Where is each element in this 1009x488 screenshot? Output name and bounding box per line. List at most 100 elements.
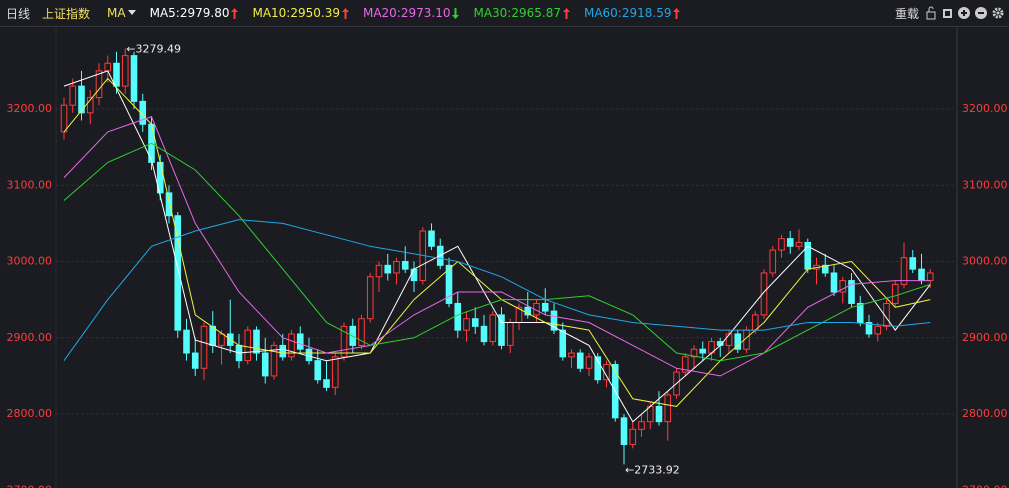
candle-body: [279, 344, 287, 358]
y-tick-label-right: 3000.00: [962, 255, 1008, 268]
candle-body: [113, 62, 120, 87]
y-tick-label: 3000.00: [7, 255, 53, 268]
period[interactable]: 日线: [6, 6, 31, 21]
candle-body: [253, 329, 260, 354]
candle-body: [900, 257, 908, 285]
candle-body: [288, 333, 295, 358]
symbol[interactable]: 上证指数: [42, 6, 91, 21]
candle-body: [821, 264, 829, 274]
candle-body: [471, 318, 479, 327]
candle-body: [366, 276, 374, 320]
candle-body: [874, 325, 882, 335]
candle-body: [699, 348, 707, 354]
candle-body: [130, 55, 138, 102]
candle-body: [121, 55, 129, 87]
y-tick-label: 2700.00: [7, 483, 53, 488]
candle-body: [856, 302, 864, 324]
min-annotation: ←2733.92: [625, 463, 680, 476]
ma-line: [63, 115, 931, 377]
candle-body: [655, 405, 663, 423]
candle-body: [489, 314, 497, 343]
candle-body: [480, 325, 488, 343]
candle-body: [78, 85, 85, 114]
candle-body: [86, 97, 94, 114]
candle-body: [830, 272, 838, 293]
candle-body: [681, 356, 689, 373]
candle-body: [358, 318, 365, 346]
candle-body: [690, 348, 698, 358]
trend-icon: [341, 7, 349, 19]
candle-body: [191, 352, 199, 369]
y-tick-label: 3100.00: [7, 178, 53, 191]
candle-body: [725, 333, 733, 346]
candle-body: [769, 249, 777, 274]
candle-body: [393, 261, 400, 274]
candle-body: [296, 333, 304, 350]
candle-body: [585, 356, 593, 369]
candle-body: [909, 257, 917, 270]
candle-body: [734, 333, 742, 350]
legend-label: MA60:2918.59: [583, 6, 672, 20]
candle-body: [918, 268, 925, 282]
ma-line: [63, 219, 931, 361]
candle-body: [786, 238, 794, 247]
candle-body: [550, 310, 558, 331]
toolbar: 日线 上证指数 MA MA5:2979.80 MA10:2950.39 MA20:2…: [0, 0, 1009, 27]
candle-body: [778, 238, 785, 251]
candle-body: [848, 280, 855, 304]
y-tick-label: 2900.00: [7, 331, 53, 344]
candle-body: [174, 215, 182, 331]
indicator[interactable]: MA: [107, 6, 136, 20]
candle-body: [524, 306, 532, 316]
legend: MA5:2979.80 MA10:2950.39 MA20:2973.10 MA30:…: [150, 6, 695, 20]
y-tick-label: 3200.00: [7, 102, 53, 115]
legend-item: MA10:2950.39: [252, 6, 349, 20]
candle-body: [165, 192, 173, 217]
legend-item: MA60:2918.59: [584, 6, 681, 20]
legend-item: MA30:2965.87: [473, 6, 570, 20]
candle-body: [594, 356, 602, 381]
legend-item: MA5:2979.80: [150, 6, 239, 20]
candle-body: [314, 360, 322, 381]
trend-icon: [452, 7, 460, 19]
candle-body: [568, 352, 575, 358]
legend-item: MA20:2973.10: [363, 6, 460, 20]
legend-label: MA10:2950.39: [252, 6, 340, 20]
indicator-label: MA: [107, 6, 126, 20]
candle-body: [401, 261, 409, 270]
candle-body: [270, 344, 278, 377]
y-tick-label-right: 3100.00: [962, 178, 1008, 191]
y-tick-label-right: 3200.00: [962, 102, 1008, 115]
candle-body: [218, 333, 225, 346]
trend-icon: [231, 7, 239, 19]
max-annotation: ←3279.49: [126, 42, 181, 55]
candle-body: [323, 379, 330, 388]
candle-body: [603, 363, 610, 381]
candle-body: [506, 322, 514, 346]
y-tick-label-right: 2900.00: [962, 331, 1008, 344]
legend-label: MA20:2973.10: [362, 6, 451, 20]
candle-body: [60, 104, 68, 133]
candle-body: [200, 325, 208, 369]
reload[interactable]: 重载: [894, 6, 919, 21]
candle-body: [865, 322, 873, 335]
tool-icons[interactable]: [925, 6, 1005, 20]
candle-body: [883, 302, 890, 327]
candle-body: [305, 348, 313, 362]
candle-body: [69, 85, 77, 106]
candle-body: [384, 264, 392, 274]
candle-body: [839, 280, 847, 293]
candle-body: [95, 70, 103, 99]
candle-body: [340, 325, 348, 358]
trend-icon: [673, 7, 681, 19]
candle-body: [926, 272, 934, 282]
candle-body: [261, 352, 269, 377]
candle-body: [445, 264, 453, 304]
y-tick-label-right: 2800.00: [962, 407, 1008, 420]
candle-body: [183, 329, 190, 354]
legend-label: MA30:2965.87: [473, 6, 561, 20]
y-tick-label: 2800.00: [7, 407, 53, 420]
candle-body: [331, 356, 339, 388]
candle-body: [104, 62, 112, 72]
